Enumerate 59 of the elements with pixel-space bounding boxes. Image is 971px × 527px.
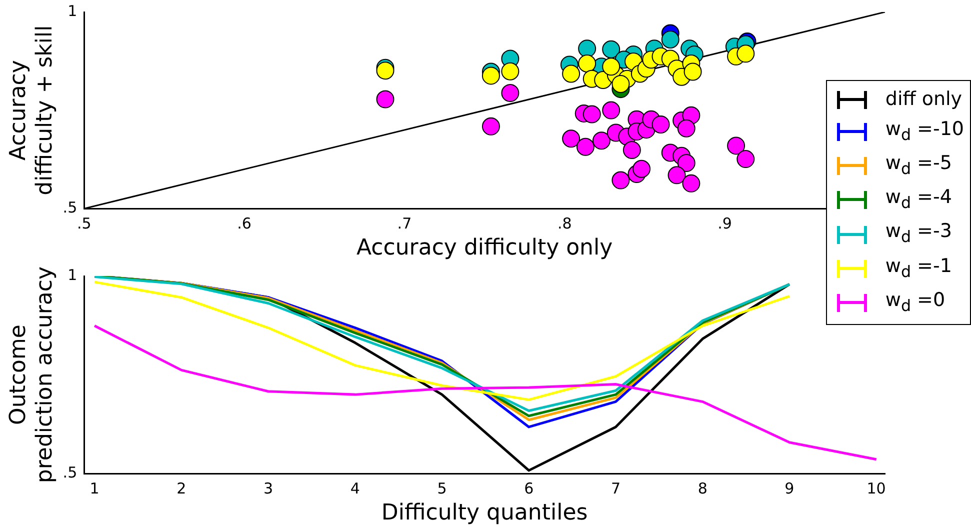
point	[736, 150, 755, 168]
point	[578, 40, 596, 58]
point	[736, 44, 755, 63]
y-tick-label: 1	[68, 2, 78, 20]
point	[727, 136, 746, 155]
point	[661, 30, 680, 49]
x-tick-label: 4	[350, 479, 360, 498]
point	[482, 117, 500, 136]
point	[684, 62, 702, 81]
x-tick-label: 9	[784, 479, 794, 498]
point	[612, 171, 630, 190]
x-tick-label: 5	[437, 479, 447, 498]
point	[652, 115, 670, 134]
point	[677, 154, 696, 172]
point	[482, 66, 500, 85]
y-axis-title: Outcome prediction accuracy	[6, 266, 58, 484]
point	[602, 40, 620, 58]
x-tick-label: 2	[176, 479, 186, 498]
legend-label: w$_{d}$ =-3	[885, 219, 952, 248]
point	[668, 166, 686, 184]
point	[576, 138, 594, 156]
x-tick-label: .9	[718, 214, 732, 232]
point	[578, 54, 596, 73]
y-tick-label: 1	[68, 266, 78, 284]
point	[602, 101, 620, 120]
x-tick-label: 6	[524, 479, 534, 498]
legend-label: w$_{d}$ =0	[885, 288, 946, 317]
y-axis-title: Accuracy difficulty + skill	[6, 25, 58, 196]
x-tick-label: 7	[610, 479, 620, 498]
point	[632, 160, 651, 178]
point	[501, 84, 520, 102]
point	[562, 64, 580, 83]
point	[501, 62, 520, 80]
point	[622, 141, 641, 160]
legend-label: w$_{d}$ =-10	[885, 116, 964, 146]
legend-label: diff only	[885, 87, 962, 112]
point	[682, 174, 700, 192]
point	[612, 74, 630, 93]
x-tick-label: 1	[90, 479, 100, 498]
x-tick-label: .6	[237, 214, 252, 232]
legend-label: w$_{d}$ =-1	[885, 254, 952, 282]
point	[677, 119, 696, 138]
legend-label: w$_{d}$ =-5	[885, 150, 952, 180]
point	[562, 130, 580, 148]
point	[376, 90, 394, 108]
x-tick-label: 10	[866, 479, 886, 498]
y-tick-label: .5	[62, 463, 78, 482]
point	[602, 58, 620, 76]
legend-label: w$_{d}$ =-4	[885, 185, 952, 214]
x-axis-title: Difficulty quantiles	[381, 500, 588, 526]
x-axis-title: Accuracy difficulty only	[356, 236, 613, 261]
point	[592, 132, 610, 150]
x-tick-label: .8	[557, 214, 572, 232]
x-tick-label: 3	[263, 479, 274, 498]
point	[582, 105, 601, 124]
point	[376, 62, 394, 80]
x-tick-label: 8	[698, 479, 708, 498]
y-tick-label: .5	[62, 198, 78, 216]
x-tick-label: .7	[397, 214, 412, 232]
